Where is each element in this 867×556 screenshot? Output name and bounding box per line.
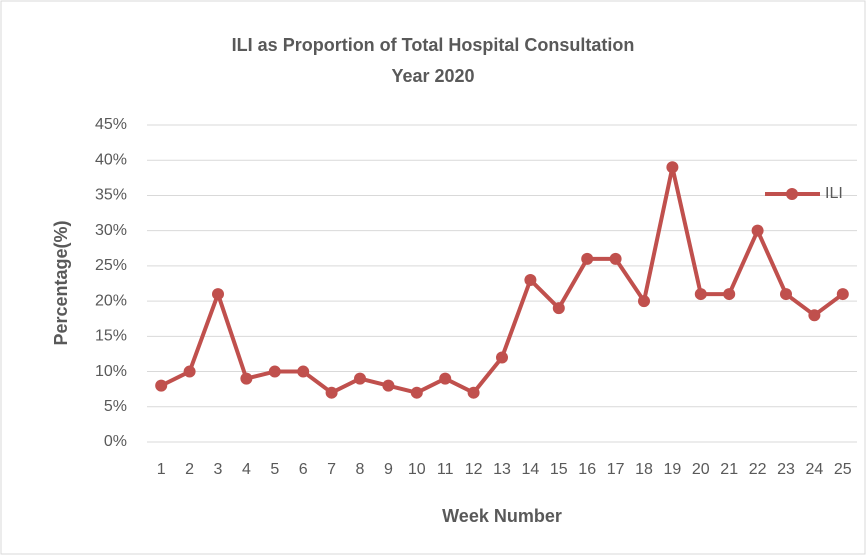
x-tick-label: 3 xyxy=(214,461,223,478)
x-axis-title: Week Number xyxy=(442,506,562,526)
y-axis-title: Percentage(%) xyxy=(51,220,71,345)
legend-label: ILI xyxy=(825,185,843,202)
x-tick-label: 25 xyxy=(834,461,852,478)
x-tick-label: 5 xyxy=(270,461,279,478)
y-tick-label: 30% xyxy=(95,222,127,239)
y-tick-label: 15% xyxy=(95,328,127,345)
point xyxy=(808,309,821,322)
x-tick-label: 24 xyxy=(806,461,824,478)
x-tick-label: 18 xyxy=(635,461,653,478)
chart-subtitle: Year 2020 xyxy=(391,66,474,86)
x-tick-label: 2 xyxy=(185,461,194,478)
x-tick-label: 14 xyxy=(522,461,540,478)
x-tick-label: 16 xyxy=(578,461,596,478)
x-tick-label: 23 xyxy=(777,461,795,478)
y-tick-label: 0% xyxy=(104,433,127,450)
y-tick-label: 5% xyxy=(104,398,127,415)
legend-marker xyxy=(786,188,798,200)
point xyxy=(751,224,764,237)
point xyxy=(552,302,565,315)
point xyxy=(410,386,423,399)
point xyxy=(354,372,366,385)
point xyxy=(496,351,508,364)
point xyxy=(609,252,622,265)
x-tick-label: 15 xyxy=(550,461,568,478)
x-tick-label: 4 xyxy=(242,461,251,478)
x-tick-label: 10 xyxy=(408,461,426,478)
x-tick-label: 11 xyxy=(437,461,454,478)
x-tick-label: 8 xyxy=(356,461,365,478)
point xyxy=(297,365,310,378)
point xyxy=(467,386,480,399)
x-tick-label: 1 xyxy=(157,461,166,478)
point xyxy=(666,161,679,174)
point xyxy=(581,252,594,265)
point xyxy=(836,288,849,301)
y-tick-label: 10% xyxy=(95,363,127,380)
x-tick-label: 12 xyxy=(465,461,483,478)
y-tick-label: 25% xyxy=(95,257,127,274)
x-tick-label: 20 xyxy=(692,461,710,478)
y-tick-label: 45% xyxy=(95,116,127,133)
x-tick-label: 22 xyxy=(749,461,767,478)
x-tick-label: 19 xyxy=(664,461,682,478)
point xyxy=(268,365,281,378)
point xyxy=(183,365,196,378)
point xyxy=(524,273,537,286)
y-tick-label: 20% xyxy=(95,292,127,309)
point xyxy=(780,288,792,301)
chart-title: ILI as Proportion of Total Hospital Cons… xyxy=(232,35,635,55)
x-tick-label: 6 xyxy=(299,461,308,478)
point xyxy=(638,295,650,308)
y-tick-label: 40% xyxy=(95,151,127,168)
x-tick-label: 9 xyxy=(384,461,393,478)
point xyxy=(382,379,395,392)
point xyxy=(325,386,338,399)
x-tick-label: 7 xyxy=(327,461,336,478)
point xyxy=(212,288,224,301)
point xyxy=(723,288,736,301)
point xyxy=(439,372,452,385)
x-tick-label: 21 xyxy=(720,461,738,478)
point xyxy=(240,372,253,385)
point xyxy=(155,379,168,392)
y-tick-label: 35% xyxy=(95,187,127,204)
point xyxy=(694,288,707,301)
x-tick-label: 17 xyxy=(607,461,625,478)
x-tick-label: 13 xyxy=(493,461,511,478)
